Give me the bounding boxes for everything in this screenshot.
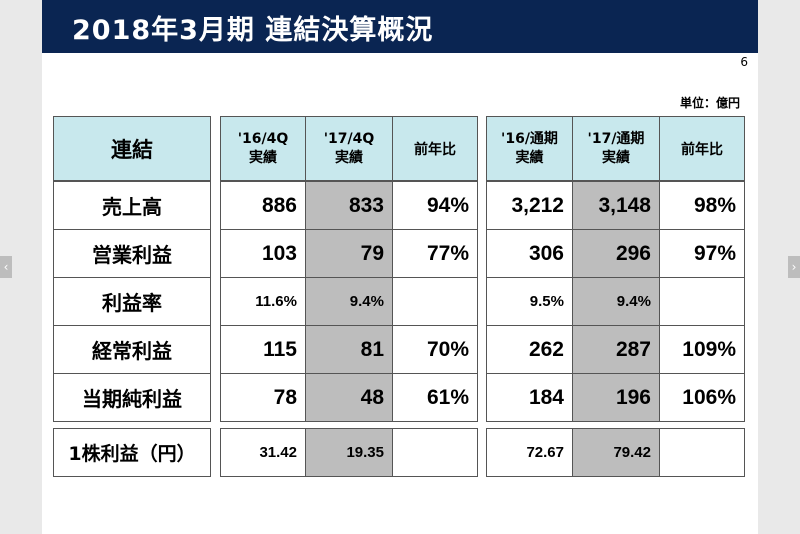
cell-16-4q: 103: [220, 229, 306, 278]
row-label: 経常利益: [53, 325, 211, 374]
row-label: 利益率: [53, 277, 211, 326]
cell-16-full: 9.5%: [486, 277, 573, 326]
eps-17-full: 79.42: [572, 428, 660, 477]
header-yoy-full: 前年比: [659, 116, 745, 181]
slide-title: 2018年3月期 連結決算概況: [72, 15, 434, 46]
cell-yoy-full: 97%: [659, 229, 745, 278]
header-16-4q: '16/4Q 実績: [220, 116, 306, 181]
cell-17-full: 296: [572, 229, 660, 278]
eps-16-full: 72.67: [486, 428, 573, 477]
eps-yoy-q: [392, 428, 478, 477]
header-yoy-q: 前年比: [392, 116, 478, 181]
cell-17-4q: 48: [305, 373, 393, 422]
cell-yoy-full: 106%: [659, 373, 745, 422]
cell-16-full: 262: [486, 325, 573, 374]
header-corner: 連結: [53, 116, 211, 181]
cell-17-4q: 9.4%: [305, 277, 393, 326]
eps-yoy-full: [659, 428, 745, 477]
cell-16-full: 3,212: [486, 181, 573, 230]
cell-yoy-full: [659, 277, 745, 326]
cell-17-4q: 81: [305, 325, 393, 374]
prev-slide-button[interactable]: ‹: [0, 256, 12, 278]
unit-label: 単位：億円: [679, 96, 740, 110]
page-number: 6: [740, 55, 748, 69]
header-17-full: '17/通期 実績: [572, 116, 660, 181]
eps-label: 1株利益（円）: [53, 428, 211, 477]
next-slide-button[interactable]: ›: [788, 256, 800, 278]
eps-17-4q: 19.35: [305, 428, 393, 477]
header-17-4q: '17/4Q 実績: [305, 116, 393, 181]
cell-17-full: 196: [572, 373, 660, 422]
eps-16-4q: 31.42: [220, 428, 306, 477]
cell-yoy-full: 98%: [659, 181, 745, 230]
cell-yoy-q: 61%: [392, 373, 478, 422]
cell-17-4q: 79: [305, 229, 393, 278]
cell-16-4q: 115: [220, 325, 306, 374]
row-label: 営業利益: [53, 229, 211, 278]
cell-17-full: 287: [572, 325, 660, 374]
row-label: 当期純利益: [53, 373, 211, 422]
cell-yoy-q: 70%: [392, 325, 478, 374]
header-16-full: '16/通期 実績: [486, 116, 573, 181]
cell-16-4q: 11.6%: [220, 277, 306, 326]
cell-yoy-q: [392, 277, 478, 326]
cell-yoy-q: 77%: [392, 229, 478, 278]
title-bar: 2018年3月期 連結決算概況: [42, 0, 758, 53]
cell-17-full: 3,148: [572, 181, 660, 230]
cell-yoy-q: 94%: [392, 181, 478, 230]
cell-16-4q: 886: [220, 181, 306, 230]
cell-16-full: 184: [486, 373, 573, 422]
cell-16-full: 306: [486, 229, 573, 278]
row-label: 売上高: [53, 181, 211, 230]
cell-17-4q: 833: [305, 181, 393, 230]
cell-yoy-full: 109%: [659, 325, 745, 374]
cell-17-full: 9.4%: [572, 277, 660, 326]
cell-16-4q: 78: [220, 373, 306, 422]
